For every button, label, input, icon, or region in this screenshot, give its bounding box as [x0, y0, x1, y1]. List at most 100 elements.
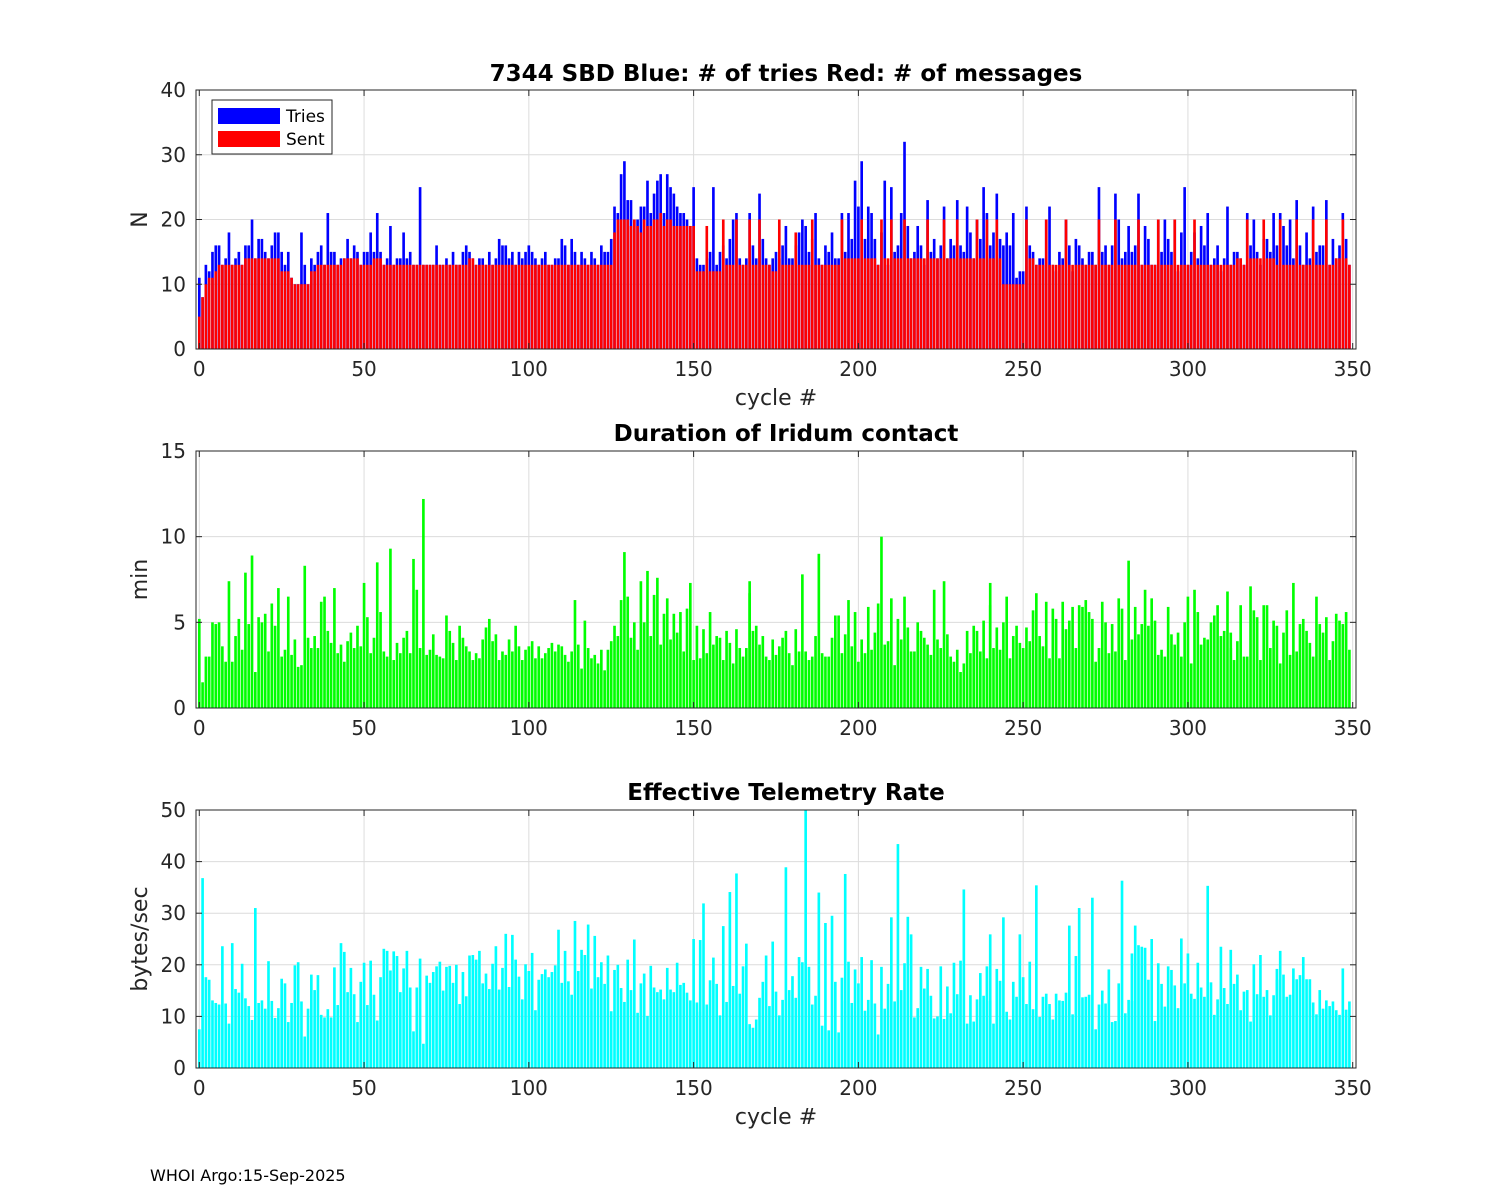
bar — [1140, 624, 1144, 708]
bar — [1104, 1003, 1107, 1068]
bar — [824, 923, 827, 1068]
bar — [992, 1023, 995, 1068]
bar — [1170, 634, 1173, 708]
bar — [382, 651, 386, 708]
bar — [982, 620, 985, 708]
bar — [1044, 601, 1048, 708]
bar — [247, 1006, 251, 1068]
bar — [471, 955, 475, 1068]
bar — [596, 977, 600, 1068]
footer-stamp: WHOI Argo:15-Sep-2025 — [150, 1166, 346, 1185]
bar — [863, 653, 867, 708]
bar — [632, 622, 636, 708]
bar — [906, 916, 910, 1068]
bar — [748, 219, 751, 349]
bar — [1091, 618, 1094, 708]
bar — [1048, 264, 1051, 349]
x-tick-label: 0 — [193, 357, 206, 381]
bar — [642, 973, 646, 1068]
bar — [431, 634, 435, 708]
bar — [392, 951, 396, 1068]
bar — [310, 648, 313, 708]
bar — [850, 1002, 854, 1068]
bar — [425, 264, 428, 349]
series-sent — [197, 213, 1351, 350]
bar — [286, 271, 290, 349]
bar — [1094, 661, 1097, 708]
bar — [445, 264, 448, 349]
bar — [1216, 605, 1219, 708]
y-tick-label: 10 — [161, 525, 186, 549]
bar — [946, 258, 949, 349]
bar — [955, 649, 959, 708]
bar — [596, 663, 600, 708]
bar — [1064, 629, 1068, 708]
bar — [1311, 219, 1315, 349]
bar — [593, 935, 597, 1068]
bar — [903, 219, 906, 349]
bar — [349, 258, 353, 349]
bar — [1067, 925, 1071, 1068]
bar — [1311, 1002, 1315, 1068]
bar — [741, 264, 745, 349]
bar — [415, 589, 419, 708]
bar — [840, 653, 844, 708]
bar — [1328, 1006, 1331, 1068]
bar — [1015, 625, 1018, 708]
bar — [735, 873, 738, 1068]
bar — [913, 651, 916, 708]
bar — [362, 264, 366, 349]
bar — [1147, 264, 1150, 349]
bar — [1166, 966, 1170, 1068]
bar — [1206, 639, 1210, 708]
bar — [1325, 1000, 1328, 1068]
bar — [979, 258, 982, 349]
bar — [689, 582, 692, 708]
bar — [1005, 284, 1008, 349]
bar — [692, 225, 695, 349]
bar — [609, 264, 613, 349]
bar — [735, 219, 738, 349]
bar — [1265, 258, 1269, 349]
bar — [534, 264, 537, 349]
bar — [979, 973, 982, 1068]
bar — [616, 219, 620, 349]
bar — [1212, 615, 1216, 708]
bar — [1120, 608, 1124, 708]
bar — [1278, 663, 1282, 708]
bar — [959, 960, 962, 1068]
bar — [306, 637, 310, 708]
bar — [375, 258, 379, 349]
bar — [227, 264, 231, 349]
bar — [399, 653, 402, 708]
bar — [787, 264, 791, 349]
bar — [1130, 639, 1134, 708]
bar — [952, 661, 956, 708]
bar — [1074, 264, 1078, 349]
bar — [1074, 648, 1078, 708]
bar — [1298, 264, 1302, 349]
bar — [1301, 957, 1305, 1068]
bar — [787, 653, 791, 708]
x-axis-label: cycle # — [735, 1105, 817, 1130]
bar — [992, 258, 995, 349]
x-tick-label: 250 — [1004, 1076, 1042, 1100]
bar — [1232, 983, 1236, 1068]
bar — [738, 648, 742, 708]
bar — [306, 284, 310, 349]
bar — [1252, 610, 1256, 708]
bar — [837, 1032, 840, 1068]
bar — [738, 264, 742, 349]
bar — [441, 990, 445, 1068]
bar — [843, 634, 847, 708]
bar — [458, 264, 461, 349]
y-tick-label: 30 — [161, 143, 186, 167]
bar — [959, 258, 962, 349]
bar — [316, 264, 320, 349]
bar — [1308, 642, 1312, 708]
bar — [1189, 663, 1193, 708]
x-tick-label: 350 — [1334, 357, 1372, 381]
bar — [781, 637, 784, 708]
bar — [827, 656, 831, 708]
y-axis-label: N — [128, 211, 153, 227]
